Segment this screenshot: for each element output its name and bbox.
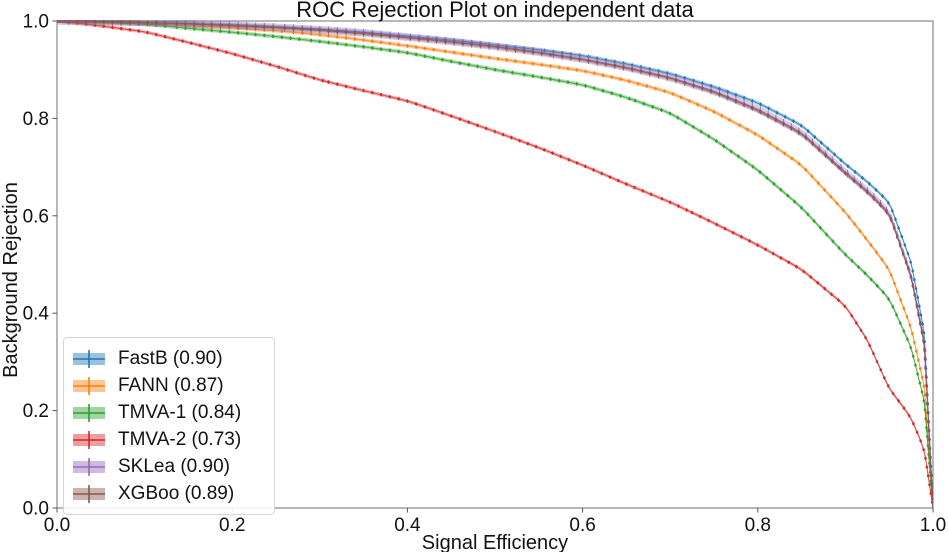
x-tick-label: 0.4 [394,515,421,536]
legend-item-XGBoo: XGBoo (0.89) [72,480,260,507]
roc-curve [57,20,933,508]
series-XGBoo [57,20,933,508]
errorbar-swatch-icon [73,484,105,503]
y-tick-label: 0.0 [23,499,49,520]
legend-item-TMVA-2: TMVA-2 (0.73) [72,426,260,453]
y-tick-label: 1.0 [23,12,49,33]
legend-label: FANN (0.87) [118,374,224,396]
legend-item-SKLea: SKLea (0.90) [72,453,260,480]
legend-label: TMVA-1 (0.84) [118,401,242,423]
errorbar-swatch-icon [73,430,105,449]
x-tick-label: 0.6 [569,515,595,536]
y-tick-label: 0.4 [23,304,50,325]
legend-item-TMVA-1: TMVA-1 (0.84) [72,399,260,426]
axes-frame [56,20,934,509]
curves-group [57,20,933,508]
errorbar-swatch-icon [73,457,105,476]
y-tick-label: 0.8 [23,109,49,130]
axis-ticks: 0.0 0.2 0.4 0.6 0.8 1.0 0.0 0.2 0.4 0.6 0.8 1.0 [23,12,947,537]
y-tick-label: 0.2 [23,401,49,422]
errorbar-swatch-icon [73,403,105,422]
x-tick-label: 0.8 [745,515,771,536]
legend-label: SKLea (0.90) [118,455,230,477]
errorbar-swatch-icon [73,349,105,368]
legend-item-FANN: FANN (0.87) [72,372,260,399]
legend-label: FastB (0.90) [118,347,223,369]
legend-item-FastB: FastB (0.90) [72,345,260,372]
x-tick-label: 1.0 [920,515,946,536]
y-tick-label: 0.6 [23,206,49,227]
x-tick-label: 0.0 [44,515,70,536]
y-axis-label: Background Rejection [0,182,22,378]
x-axis-label: Signal Efficiency [422,532,568,552]
legend-label: TMVA-2 (0.73) [118,428,242,450]
legend-box: FastB (0.90) FANN (0.87) TMVA-1 (0.84) TMVA… [63,337,275,515]
roc-curve [57,20,933,508]
chart-title: ROC Rejection Plot on independent data [296,0,694,22]
x-tick-label: 0.2 [219,515,245,536]
legend-label: XGBoo (0.89) [118,482,235,504]
errorbar-swatch-icon [73,376,105,395]
